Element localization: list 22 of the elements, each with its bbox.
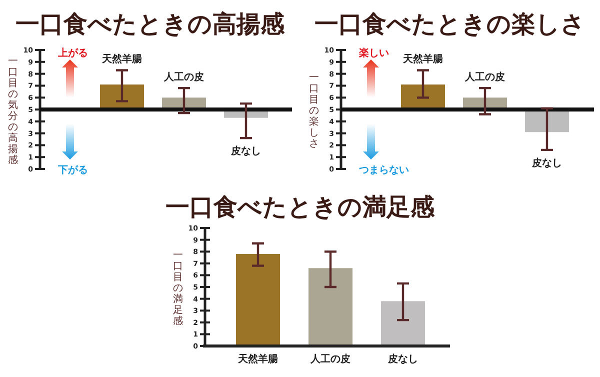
x-tick-label: 皮なし [230,145,261,158]
bar [381,301,425,346]
annotation: 楽しい [358,47,389,59]
bar [308,268,352,346]
x-tick-label: 皮なし [531,156,562,169]
x-tick-label: 天然羊腸 [101,53,142,66]
chart-title: 一口食べたときの高揚感 [16,9,286,38]
x-tick-label: 人工の皮 [310,353,350,365]
x-tick-label: 皮なし [387,353,418,365]
x-tick-label: 天然羊腸 [402,53,443,66]
y-axis-title: 一口目の満足感 [173,250,183,327]
y-axis-title: 一口目の楽しさ [309,72,319,150]
annotation: 上がる [57,47,88,59]
annotation: 下がる [57,165,88,176]
text: 一口目の気分の高揚感 [8,56,18,166]
chart-title: 一口食べたときの楽しさ [314,9,586,38]
bar [236,254,280,346]
x-tick-label: 人工の皮 [163,71,204,84]
chart-title: 一口食べたときの満足感 [166,192,436,221]
annotation: つまらない [358,165,409,176]
x-tick-label: 人工の皮 [464,71,505,84]
x-tick-label: 天然羊腸 [237,353,278,365]
